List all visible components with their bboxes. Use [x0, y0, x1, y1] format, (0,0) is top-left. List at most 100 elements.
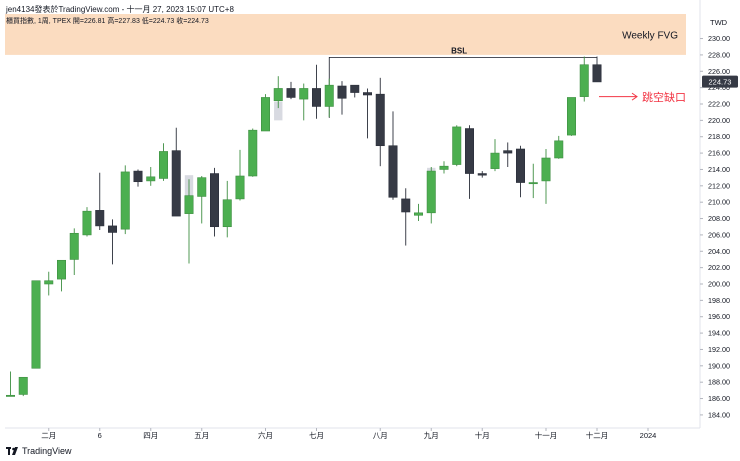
faded-range	[274, 101, 283, 121]
x-tick-label: 五月	[194, 431, 209, 440]
candle-down	[464, 125, 474, 199]
candle-body	[18, 376, 28, 395]
candle-up	[452, 125, 462, 167]
candle-body	[554, 140, 564, 159]
y-tick-label: 202.00	[708, 263, 730, 272]
fvg-label: Weekly FVG	[622, 30, 678, 41]
candle-up	[554, 135, 564, 159]
candle-body	[222, 199, 232, 228]
y-tick-label: 210.00	[708, 198, 730, 207]
fvg-zone	[5, 14, 686, 55]
candle-body	[388, 145, 398, 198]
candle-body	[490, 152, 500, 169]
candle-body	[413, 212, 423, 216]
candle-up	[44, 271, 54, 296]
tradingview-logo-icon	[6, 447, 18, 455]
currency-label: TWD	[710, 18, 728, 27]
candle-body	[235, 175, 245, 200]
candle-up	[439, 161, 449, 174]
candle-body	[566, 97, 576, 136]
candle-body	[6, 394, 15, 397]
candle-body	[44, 280, 54, 285]
bsl-label: BSL	[451, 46, 467, 55]
time-axis: 二月 6 四月 五月 六月 七月 八月 九月 十月 十一月 十二月 2024	[5, 427, 700, 440]
candle-body	[311, 88, 321, 107]
bsl-line	[328, 56, 597, 118]
x-tick-label: 十一月	[535, 430, 558, 440]
candle-body	[592, 64, 602, 83]
y-tick-label: 194.00	[708, 329, 730, 338]
candle-body	[324, 84, 334, 107]
candle-down	[401, 188, 411, 246]
candle-body	[159, 151, 169, 179]
candle-up	[413, 203, 423, 221]
candle-up	[159, 143, 169, 181]
x-tick-label: 6	[98, 431, 102, 440]
candle-body	[56, 259, 66, 280]
x-tick-label: 九月	[424, 431, 439, 440]
candle-body	[248, 129, 258, 177]
y-tick-label: 190.00	[708, 361, 730, 370]
candle-down	[388, 111, 398, 200]
candle-body	[299, 88, 309, 100]
candle-body	[120, 171, 130, 230]
candle-down	[337, 81, 347, 115]
tradingview-brand-text: TradingView	[22, 446, 72, 456]
candle-up	[260, 94, 270, 132]
candle-up	[120, 165, 130, 235]
candle-down	[171, 127, 181, 217]
candle-body	[273, 88, 283, 102]
y-tick-label: 212.00	[708, 181, 730, 190]
y-tick-label: 186.00	[708, 394, 730, 403]
candle-body	[541, 157, 551, 182]
candle-body	[503, 150, 513, 154]
candle-down	[108, 219, 118, 265]
candle-body	[337, 85, 347, 99]
candle-down	[362, 88, 372, 139]
candle-up	[56, 259, 66, 292]
candle-body	[350, 84, 360, 93]
y-tick-label: 208.00	[708, 214, 730, 223]
gap-annotation-label: 跳空缺口	[642, 90, 686, 104]
candle-down	[375, 77, 385, 167]
candle-up	[566, 97, 576, 136]
candle-up	[184, 179, 194, 264]
y-tick-label: 198.00	[708, 296, 730, 305]
candle-down	[592, 56, 602, 83]
candle-up	[146, 167, 156, 186]
gap-arrow-head	[631, 92, 638, 101]
candle-body	[439, 165, 449, 170]
candle-body	[69, 232, 79, 260]
y-tick-label: 196.00	[708, 312, 730, 321]
candle-body	[82, 210, 92, 236]
candle-body	[210, 173, 220, 228]
tradingview-footer[interactable]: TradingView	[6, 446, 72, 456]
candle-up	[6, 371, 15, 397]
candle-body	[95, 210, 105, 227]
candle-down	[515, 145, 525, 198]
candle-body	[528, 182, 538, 185]
candle-up	[299, 83, 309, 121]
y-tick-label: 214.00	[708, 165, 730, 174]
y-tick-label: 206.00	[708, 230, 730, 239]
candle-up	[197, 176, 207, 224]
candle-up	[222, 180, 232, 238]
candle-up	[426, 167, 436, 224]
candle-body	[133, 170, 143, 183]
y-tick-label: 222.00	[708, 100, 730, 109]
candle-up	[528, 163, 538, 199]
candle-body	[197, 177, 207, 197]
y-tick-label: 216.00	[708, 149, 730, 158]
candle-up	[82, 207, 92, 237]
y-tick-label: 204.00	[708, 247, 730, 256]
candle-body	[477, 173, 487, 176]
candle-down	[477, 171, 487, 178]
candle-up	[31, 280, 41, 369]
x-tick-label: 十月	[475, 430, 490, 440]
x-tick-label: 四月	[143, 431, 158, 440]
candle-body	[464, 128, 474, 174]
x-tick-label: 十二月	[586, 430, 609, 440]
y-tick-label: 228.00	[708, 50, 730, 59]
candle-body	[108, 225, 118, 233]
